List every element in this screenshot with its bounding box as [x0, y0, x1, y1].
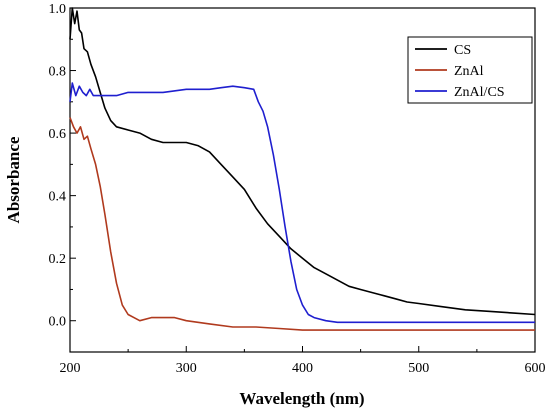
- legend: CS ZnAl ZnAl/CS: [407, 36, 533, 104]
- y-tick-label: 0.0: [49, 315, 67, 330]
- x-tick-label: 600: [525, 361, 546, 376]
- y-tick-label: 0.8: [49, 65, 67, 80]
- ticks-group: 200 300 400 500 600 0.0 0.2 0.4 0.6 0.8 1.0: [49, 2, 546, 376]
- x-tick-label: 500: [408, 361, 429, 376]
- series-line-znal-cs: [69, 82, 535, 324]
- y-tick-label: 0.6: [49, 127, 67, 142]
- x-tick-label: 400: [292, 361, 313, 376]
- x-axis-title: Wavelength (nm): [239, 389, 364, 408]
- legend-label-znal: ZnAl: [454, 64, 484, 79]
- x-tick-label: 200: [60, 361, 81, 376]
- series-line-cs: [69, 7, 536, 316]
- series-line-znal: [69, 117, 535, 331]
- y-tick-label: 0.2: [49, 252, 67, 267]
- series-group: [69, 7, 536, 331]
- legend-label-cs: CS: [454, 43, 471, 58]
- x-tick-label: 300: [176, 361, 197, 376]
- y-axis-title: Absorbance: [4, 136, 23, 223]
- legend-label-znal-cs: ZnAl/CS: [454, 85, 505, 100]
- y-tick-label: 1.0: [49, 2, 67, 17]
- y-tick-label: 0.4: [49, 190, 67, 205]
